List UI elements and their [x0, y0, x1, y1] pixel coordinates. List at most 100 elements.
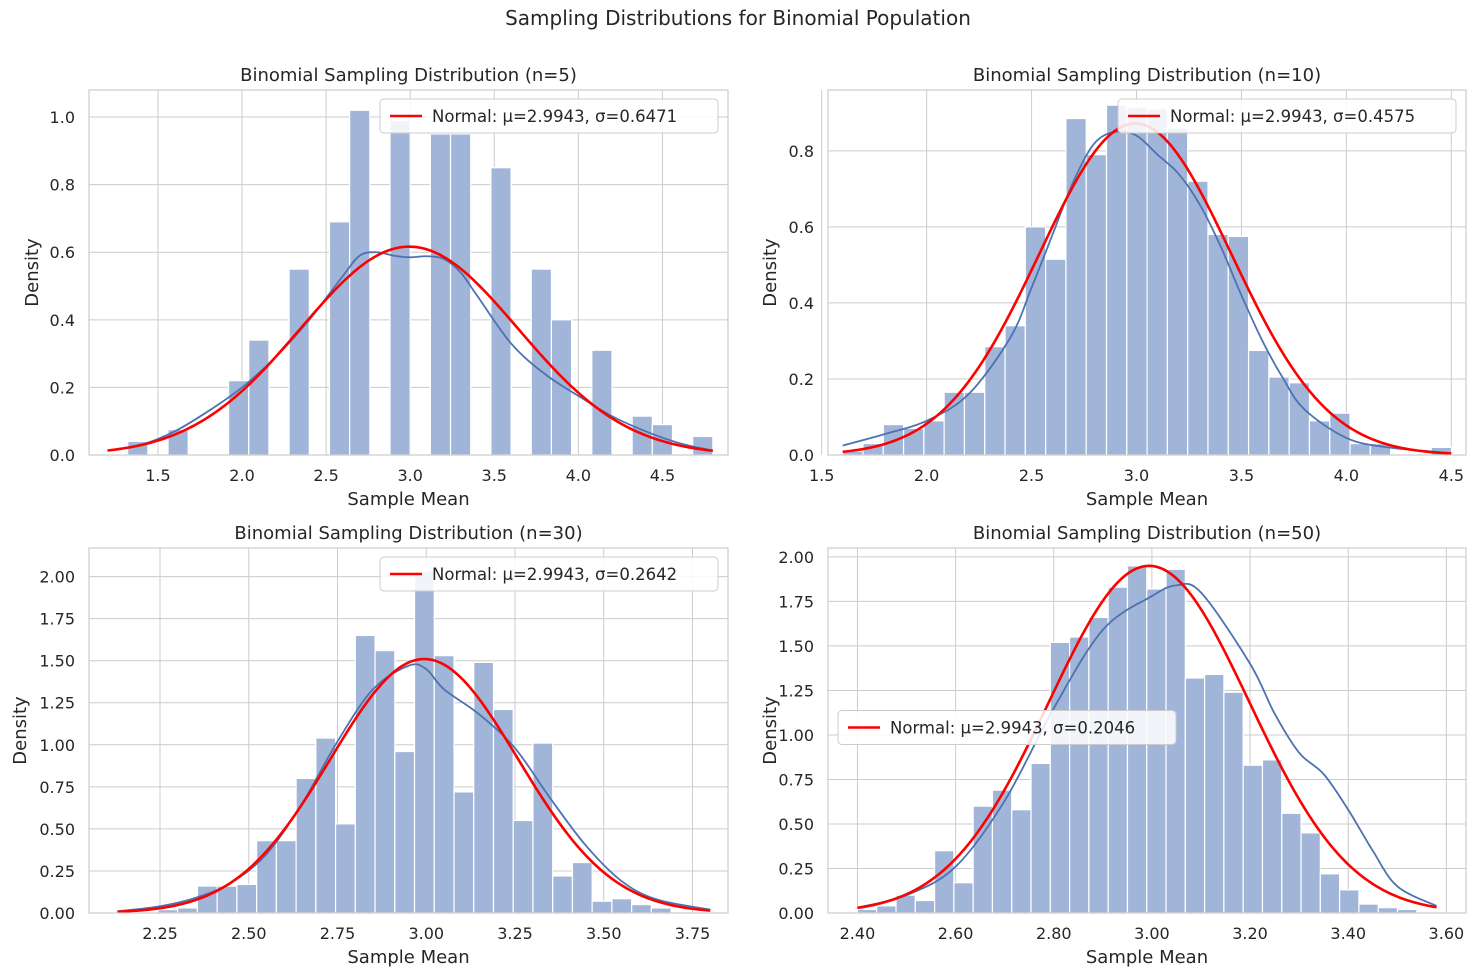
y-tick-label: 1.0 [50, 108, 75, 127]
histogram-bar [1049, 641, 1071, 914]
y-tick-label: 0.75 [778, 770, 814, 789]
legend: Normal: μ=2.9943, σ=0.4575 [1117, 98, 1457, 134]
x-tick-label: 2.0 [229, 466, 254, 485]
x-tick-label: 3.0 [1124, 466, 1149, 485]
y-tick-label: 0.4 [50, 311, 75, 330]
x-tick-label: 3.75 [675, 924, 711, 943]
y-tick-label: 0.2 [789, 370, 814, 389]
y-tick-label: 0.0 [789, 446, 814, 465]
normal-pdf-line [117, 657, 711, 914]
histogram-bar [914, 899, 936, 914]
histogram-bar [453, 791, 475, 914]
histogram-bar [1184, 677, 1206, 914]
x-tick-label: 2.5 [1019, 466, 1044, 485]
x-tick-label: 3.60 [1429, 924, 1465, 943]
x-tick-label: 2.25 [142, 924, 178, 943]
histogram-bar [1377, 907, 1399, 914]
y-tick-label: 0.75 [39, 778, 75, 797]
x-tick-label: 3.00 [408, 924, 444, 943]
x-tick-label: 2.50 [231, 924, 267, 943]
x-tick-label: 2.60 [938, 924, 974, 943]
histogram-bar [963, 391, 986, 456]
x-tick-label: 3.00 [1134, 924, 1170, 943]
histogram-bar [611, 898, 633, 914]
histogram-bar [1358, 903, 1379, 914]
histogram-bar [923, 420, 945, 456]
histogram-bar [248, 339, 270, 456]
y-tick-label: 0.2 [50, 378, 75, 397]
histogram-bar [591, 900, 613, 914]
legend-label: Normal: μ=2.9943, σ=0.6471 [432, 107, 677, 126]
y-tick-label: 1.50 [39, 652, 75, 671]
x-tick-label: 3.0 [397, 466, 422, 485]
histogram-bar [1247, 349, 1270, 456]
x-tick-label: 2.5 [313, 466, 338, 485]
histogram-bar [692, 435, 714, 456]
x-tick-label: 1.5 [145, 466, 170, 485]
histogram-bar [1204, 673, 1225, 914]
y-tick-label: 1.00 [778, 726, 814, 745]
normal-pdf-line [857, 564, 1437, 910]
histogram-bar [1261, 759, 1283, 914]
histogram-bar [532, 742, 554, 914]
x-tick-label: 4.0 [566, 466, 591, 485]
histogram-bar [1030, 762, 1051, 914]
subplot-title: Binomial Sampling Distribution (n=50) [973, 523, 1321, 544]
histogram-bar [1146, 588, 1167, 914]
histogram-bar [1105, 104, 1128, 456]
legend-label: Normal: μ=2.9943, σ=0.2642 [432, 565, 677, 584]
histogram-bar [1319, 873, 1341, 914]
histogram-bar [449, 133, 472, 456]
histogram-bar [1107, 586, 1129, 914]
histogram-bar [389, 119, 411, 456]
y-tick-label: 0.00 [778, 904, 814, 923]
y-tick-label: 0.4 [789, 294, 814, 313]
histogram-bar [953, 882, 974, 914]
x-tick-label: 3.25 [497, 924, 533, 943]
x-tick-label: 3.40 [1330, 924, 1366, 943]
y-tick-label: 1.75 [39, 610, 75, 629]
x-axis-label: Sample Mean [1086, 947, 1208, 968]
subplot-2: 1.5 2.0 2.5 3.0 3.5 4.0 4.5 0.0 0.2 0.4 0.6 0.8 Bino… [760, 65, 1467, 510]
histogram-bar [227, 380, 250, 456]
histogram-bar [1281, 812, 1302, 914]
normal-pdf-line [107, 245, 714, 453]
x-axis-label: Sample Mean [347, 489, 469, 510]
y-axis-label: Density [10, 696, 31, 765]
histogram-bar [512, 819, 534, 914]
histogram-bar [1085, 154, 1108, 456]
histogram-bar [1126, 106, 1148, 456]
x-tick-label: 3.5 [1229, 466, 1254, 485]
y-tick-label: 0.25 [778, 859, 814, 878]
subplot-3: 2.25 2.50 2.75 3.00 3.25 3.50 3.75 0.00 0.25 0.50… [10, 523, 729, 968]
y-tick-label: 0.6 [789, 218, 814, 237]
x-tick-label: 4.5 [650, 466, 675, 485]
x-tick-label: 2.80 [1036, 924, 1072, 943]
histogram-bar [1300, 832, 1321, 914]
histogram-bar [177, 907, 199, 914]
histogram-bar [1187, 180, 1209, 456]
y-tick-label: 2.00 [778, 548, 814, 567]
y-tick-label: 0.0 [50, 446, 75, 465]
legend: Normal: μ=2.9943, σ=0.2642 [379, 556, 719, 592]
histogram-bar [933, 850, 955, 914]
y-tick-label: 2.00 [39, 568, 75, 587]
x-tick-label: 4.5 [1439, 466, 1464, 485]
histogram-bar [492, 708, 514, 914]
y-tick-label: 1.75 [778, 592, 814, 611]
axes-frame [88, 547, 729, 914]
histogram-bar [429, 133, 452, 456]
histogram-bar [236, 883, 258, 914]
x-tick-label: 1.5 [809, 466, 834, 485]
histogram-bar [288, 268, 310, 456]
axes-frame [88, 89, 729, 456]
figure-title: Sampling Distributions for Binomial Popu… [505, 6, 971, 30]
y-tick-label: 0.50 [778, 815, 814, 834]
x-tick-label: 3.5 [482, 466, 507, 485]
histogram-bar [1045, 258, 1067, 456]
subplot-4: 2.40 2.60 2.80 3.00 3.20 3.40 3.60 0.00 0.25 0.50… [760, 523, 1467, 968]
x-axis-label: Sample Mean [1086, 489, 1208, 510]
x-tick-label: 4.0 [1334, 466, 1359, 485]
histogram-bar [991, 789, 1013, 914]
